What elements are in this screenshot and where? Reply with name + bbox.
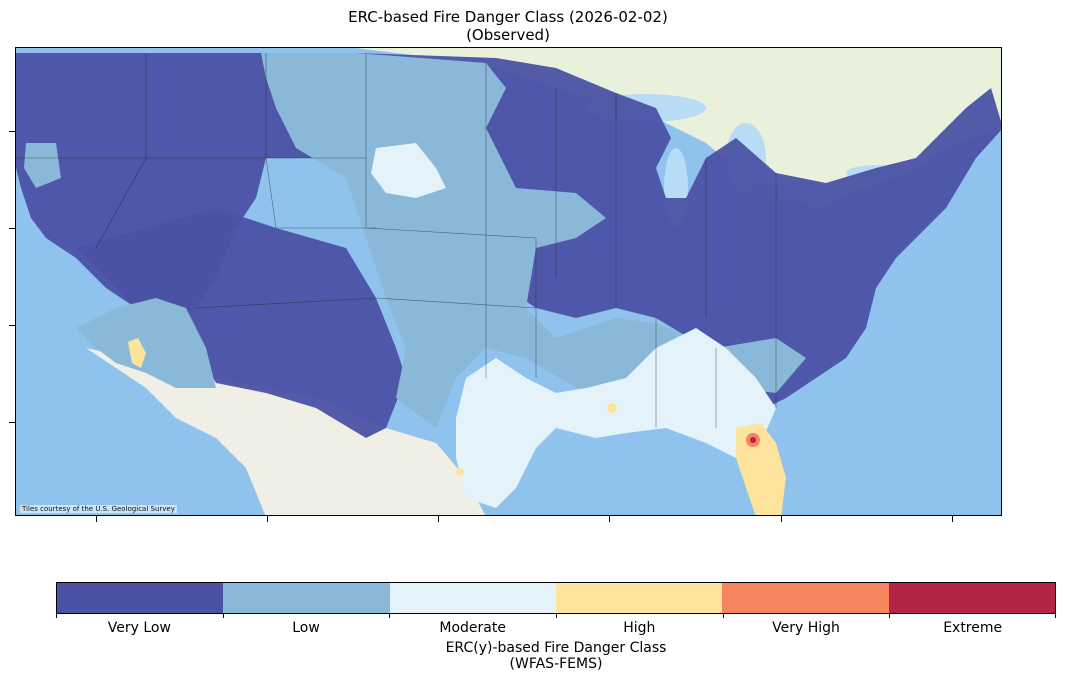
colorbar-label: High bbox=[623, 620, 656, 636]
high-texas-spot bbox=[456, 468, 464, 476]
very-low-southwest bbox=[76, 208, 406, 438]
colorbar-segment-very-low bbox=[57, 583, 224, 613]
state-boundaries bbox=[16, 53, 777, 428]
colorbar-segment-moderate bbox=[389, 583, 556, 613]
map-title-line2: (Observed) bbox=[466, 26, 550, 44]
colorbar-label: Very Low bbox=[107, 620, 171, 636]
fire-danger-map[interactable]: Tiles courtesy of the U.S. Geological Su… bbox=[15, 47, 1002, 516]
colorbar-label: Low bbox=[292, 620, 320, 636]
y-tick bbox=[9, 422, 15, 423]
colorbar-segment-low bbox=[223, 583, 390, 613]
colorbar-tick bbox=[556, 614, 557, 618]
y-tick bbox=[9, 228, 15, 229]
map-title-line1: ERC-based Fire Danger Class (2026-02-02) bbox=[348, 8, 668, 26]
low-california-region bbox=[76, 298, 216, 388]
colorbar-tick bbox=[722, 614, 724, 618]
high-gulf-spot bbox=[607, 403, 617, 413]
colorbar-tick bbox=[222, 614, 224, 618]
x-tick bbox=[609, 516, 610, 522]
colorbar-title-line1: ERC(y)-based Fire Danger Class bbox=[445, 640, 667, 656]
colorbar-segment-extreme bbox=[888, 583, 1055, 613]
high-florida-region bbox=[736, 423, 786, 515]
colorbar-label: Moderate bbox=[439, 620, 506, 636]
moderate-dakotas-region bbox=[371, 143, 446, 198]
colorbar-title: ERC(y)-based Fire Danger Class (WFAS-FEM… bbox=[56, 640, 1056, 672]
map-canvas bbox=[16, 48, 1001, 515]
colorbar-tick bbox=[56, 614, 57, 618]
x-tick bbox=[96, 516, 97, 522]
fire-danger-colorbar bbox=[56, 582, 1056, 614]
colorbar-tick bbox=[889, 614, 891, 618]
x-tick bbox=[952, 516, 953, 522]
tile-attribution: Tiles courtesy of the U.S. Geological Su… bbox=[20, 505, 177, 513]
mexico-land bbox=[86, 348, 485, 515]
x-tick bbox=[267, 516, 268, 522]
map-title: ERC-based Fire Danger Class (2026-02-02)… bbox=[0, 8, 1016, 44]
extreme-spot bbox=[750, 437, 756, 443]
colorbar-segment-very-high bbox=[722, 583, 889, 613]
colorbar-title-line2: (WFAS-FEMS) bbox=[509, 656, 603, 672]
colorbar-segment-high bbox=[555, 583, 723, 613]
x-tick bbox=[438, 516, 439, 522]
high-socal-region bbox=[128, 338, 146, 368]
low-pacific-nw-region bbox=[24, 143, 61, 188]
colorbar-label: Very High bbox=[772, 620, 840, 636]
colorbar-tick bbox=[389, 614, 391, 618]
colorbar-tick bbox=[1055, 614, 1056, 618]
canada-land bbox=[356, 48, 1001, 208]
moderate-gulf-region bbox=[456, 328, 776, 508]
y-tick bbox=[9, 325, 15, 326]
colorbar-label: Extreme bbox=[943, 620, 1003, 636]
y-tick bbox=[9, 131, 15, 132]
x-tick bbox=[781, 516, 782, 522]
